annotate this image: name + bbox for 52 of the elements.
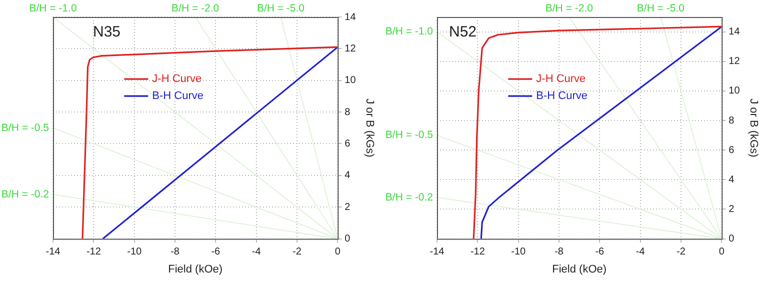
annotation: B/H = -1.0 [29,2,77,15]
y-tick-label: 12 [344,43,356,54]
y-tick-label: 2 [344,202,351,213]
y-tick-label: 14 [344,12,356,23]
y-tick-label: 10 [344,75,356,86]
x-tick-label: 0 [718,246,725,258]
y-tick-label: 12 [728,56,740,68]
y-axis-title: J or B (kGs) [747,98,760,158]
text: N35 [93,24,121,41]
annotation: B/H = -5.0 [256,2,305,15]
annotation: B/H = -0.5 [1,122,50,134]
annotation: B/H = -0.2 [1,188,50,200]
annotation: B/H = -1.0 [385,26,434,38]
x-tick-label: -14 [46,246,61,258]
x-tick-label: -6 [211,246,221,258]
legend-label: J-H Curve [152,73,202,86]
y-tick-label: 0 [728,234,735,245]
x-tick-label: -2 [292,246,302,258]
y-tick-label: 2 [728,204,735,215]
chart-title: N52 [449,24,477,41]
annotation: B/H = -2.0 [172,2,220,15]
x-tick-label: -14 [430,246,445,258]
y-tick-label: 6 [728,144,735,156]
y-tick-label: 4 [344,170,351,182]
y-tick-label: 8 [728,115,735,126]
annotation: B/H = -5.0 [636,2,685,15]
annotation: B/H = -2.0 [545,2,594,15]
annotation: B/H = -0.2 [385,191,434,204]
x-tick-label: -4 [636,246,646,258]
x-tick-label: -4 [252,246,262,258]
x-tick-label: -8 [170,246,180,258]
legend-label: B-H Curve [152,90,204,102]
x-tick-label: -2 [676,246,686,258]
y-tick-label: 10 [728,86,740,97]
x-tick-label: -6 [595,246,605,258]
x-axis-title: Field (kOe) [168,263,223,276]
y-tick-label: 0 [344,234,351,245]
y-tick-label: 14 [728,26,740,38]
annotation: B/H = -0.5 [385,129,434,142]
x-tick-label: -12 [86,246,102,258]
y-tick-label: 4 [728,174,735,186]
y-tick-label: 8 [344,106,351,118]
x-tick-label: -12 [470,246,486,258]
legend-label: B-H Curve [536,90,588,102]
x-tick-label: -8 [554,246,564,258]
y-axis-title: J or B (kGs) [363,98,376,158]
x-axis-title: Field (kOe) [552,263,607,276]
y-tick-label: 6 [344,138,351,150]
x-tick-label: -10 [127,246,142,258]
legend-label: J-H Curve [536,73,586,86]
x-tick-label: -10 [511,246,526,258]
x-tick-label: 0 [334,246,341,258]
